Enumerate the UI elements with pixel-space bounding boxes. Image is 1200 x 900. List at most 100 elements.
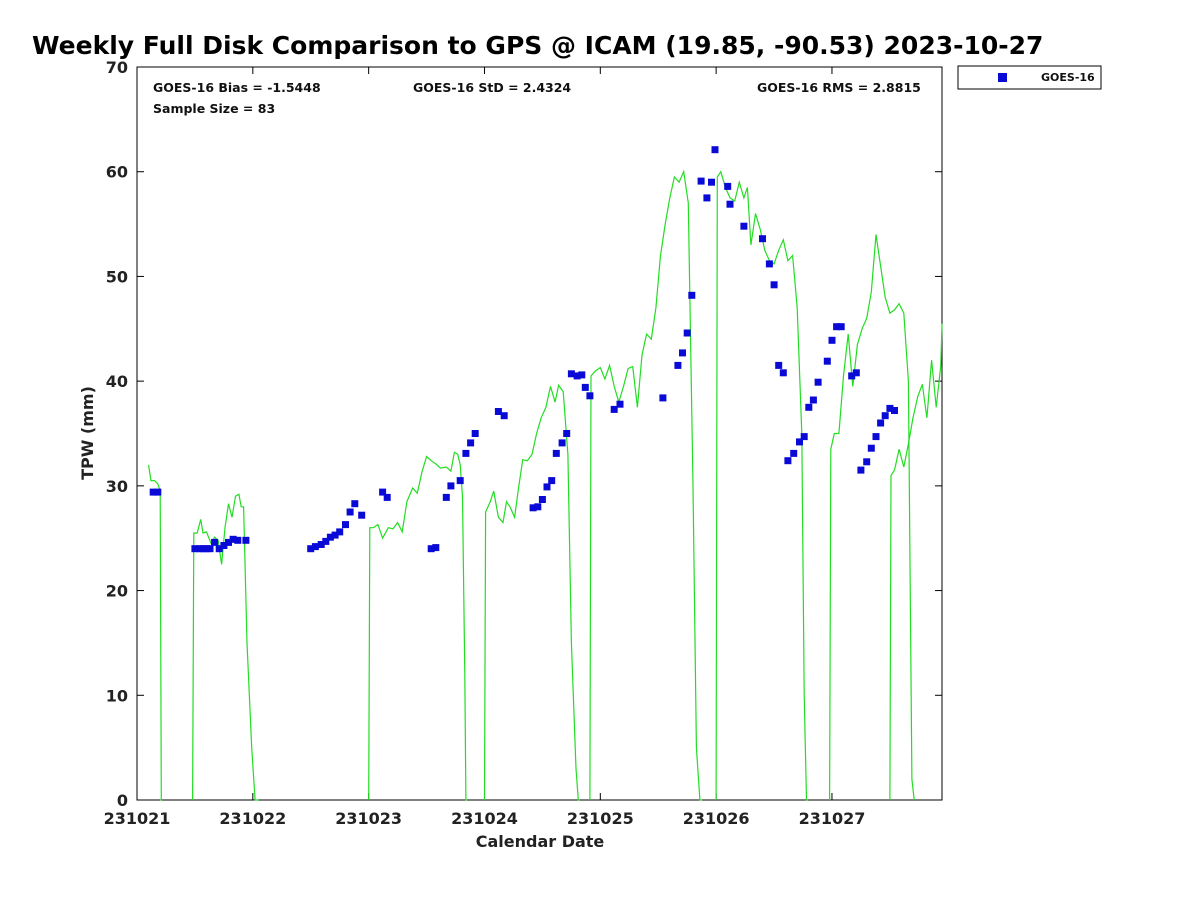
gps-line-segment: [716, 172, 808, 800]
gps-line-segment: [149, 465, 162, 800]
legend: GOES-16: [958, 66, 1101, 89]
goes-16-point: [563, 430, 570, 437]
goes-16-point: [853, 369, 860, 376]
goes-16-point: [727, 201, 734, 208]
goes-16-point: [724, 183, 731, 190]
goes-16-point: [698, 178, 705, 185]
x-tick-label: 231025: [567, 809, 634, 828]
goes-16-point: [780, 369, 787, 376]
goes-16-point: [462, 450, 469, 457]
legend-label: GOES-16: [1041, 71, 1095, 84]
goes-16-point: [501, 412, 508, 419]
goes-16-point: [544, 483, 551, 490]
goes-16-point: [559, 439, 566, 446]
goes-16-point: [863, 458, 870, 465]
goes-16-point: [234, 537, 241, 544]
y-tick-label: 50: [106, 267, 128, 286]
goes-16-point: [358, 512, 365, 519]
goes-16-point: [207, 545, 214, 552]
std-stat: GOES-16 StD = 2.4324: [413, 80, 571, 95]
goes-16-point: [336, 528, 343, 535]
goes-16-point: [703, 194, 710, 201]
goes-16-point: [684, 330, 691, 337]
goes-16-point: [740, 223, 747, 230]
goes-16-point: [891, 407, 898, 414]
goes-16-point: [877, 420, 884, 427]
gps-line-segment: [485, 385, 580, 800]
goes-16-point: [824, 358, 831, 365]
y-tick-label: 60: [106, 163, 128, 182]
y-tick-label: 30: [106, 477, 128, 496]
goes-16-point: [775, 362, 782, 369]
gps-line-segment: [369, 452, 467, 800]
goes-16-point: [242, 537, 249, 544]
goes-16-point: [548, 477, 555, 484]
gps-line-segment: [890, 324, 942, 800]
goes-16-point: [868, 445, 875, 452]
sample-size-stat: Sample Size = 83: [153, 101, 275, 116]
goes-16-point: [688, 292, 695, 299]
x-tick-label: 231023: [335, 809, 402, 828]
goes-16-point: [534, 503, 541, 510]
goes-16-series: [150, 146, 898, 552]
goes-16-point: [766, 260, 773, 267]
goes-16-point: [347, 509, 354, 516]
x-tick-label: 231026: [683, 809, 750, 828]
goes-16-point: [553, 450, 560, 457]
goes-16-point: [784, 457, 791, 464]
goes-16-point: [384, 494, 391, 501]
goes-16-point: [342, 521, 349, 528]
x-tick-label: 231022: [219, 809, 286, 828]
x-tick-label: 231021: [104, 809, 171, 828]
x-tick-label: 231027: [799, 809, 866, 828]
goes-16-point: [443, 494, 450, 501]
goes-16-point: [810, 397, 817, 404]
goes-16-point: [617, 401, 624, 408]
y-tick-label: 0: [117, 791, 128, 810]
goes-16-point: [771, 281, 778, 288]
goes-16-point: [857, 467, 864, 474]
goes-16-point: [712, 146, 719, 153]
goes-16-point: [472, 430, 479, 437]
goes-16-point: [674, 362, 681, 369]
goes-16-point: [829, 337, 836, 344]
chart-title: Weekly Full Disk Comparison to GPS @ ICA…: [32, 31, 1043, 60]
plot-frame: [137, 67, 942, 800]
gps-line-segment: [830, 235, 915, 801]
goes-16-point: [882, 412, 889, 419]
goes-16-point: [586, 392, 593, 399]
goes-16-point: [467, 439, 474, 446]
bias-stat: GOES-16 Bias = -1.5448: [153, 80, 321, 95]
goes-16-point: [815, 379, 822, 386]
y-tick-label: 70: [106, 58, 128, 77]
goes-16-point: [447, 482, 454, 489]
goes-16-point: [578, 371, 585, 378]
y-tick-label: 20: [106, 582, 128, 601]
goes-16-point: [679, 349, 686, 356]
y-axis: 0 10 20 30 40 50 60 70: [106, 58, 942, 810]
goes-16-point: [154, 489, 161, 496]
legend-marker: [998, 73, 1007, 82]
y-tick-label: 10: [106, 686, 128, 705]
y-axis-label: TPW (mm): [78, 386, 97, 480]
goes-16-point: [759, 235, 766, 242]
goes-16-point: [432, 544, 439, 551]
goes-16-point: [790, 450, 797, 457]
goes-16-point: [801, 433, 808, 440]
goes-16-point: [351, 500, 358, 507]
x-axis-label: Calendar Date: [476, 832, 605, 851]
rms-stat: GOES-16 RMS = 2.8815: [757, 80, 921, 95]
y-tick-label: 40: [106, 372, 128, 391]
goes-16-point: [708, 179, 715, 186]
goes-16-point: [582, 384, 589, 391]
goes-16-point: [659, 394, 666, 401]
goes-16-point: [539, 496, 546, 503]
gps-line-segment: [590, 172, 702, 800]
goes-16-point: [211, 539, 218, 546]
goes-16-point: [457, 477, 464, 484]
x-tick-label: 231024: [451, 809, 518, 828]
goes-16-point: [838, 323, 845, 330]
goes-16-point: [805, 404, 812, 411]
goes-16-point: [873, 433, 880, 440]
